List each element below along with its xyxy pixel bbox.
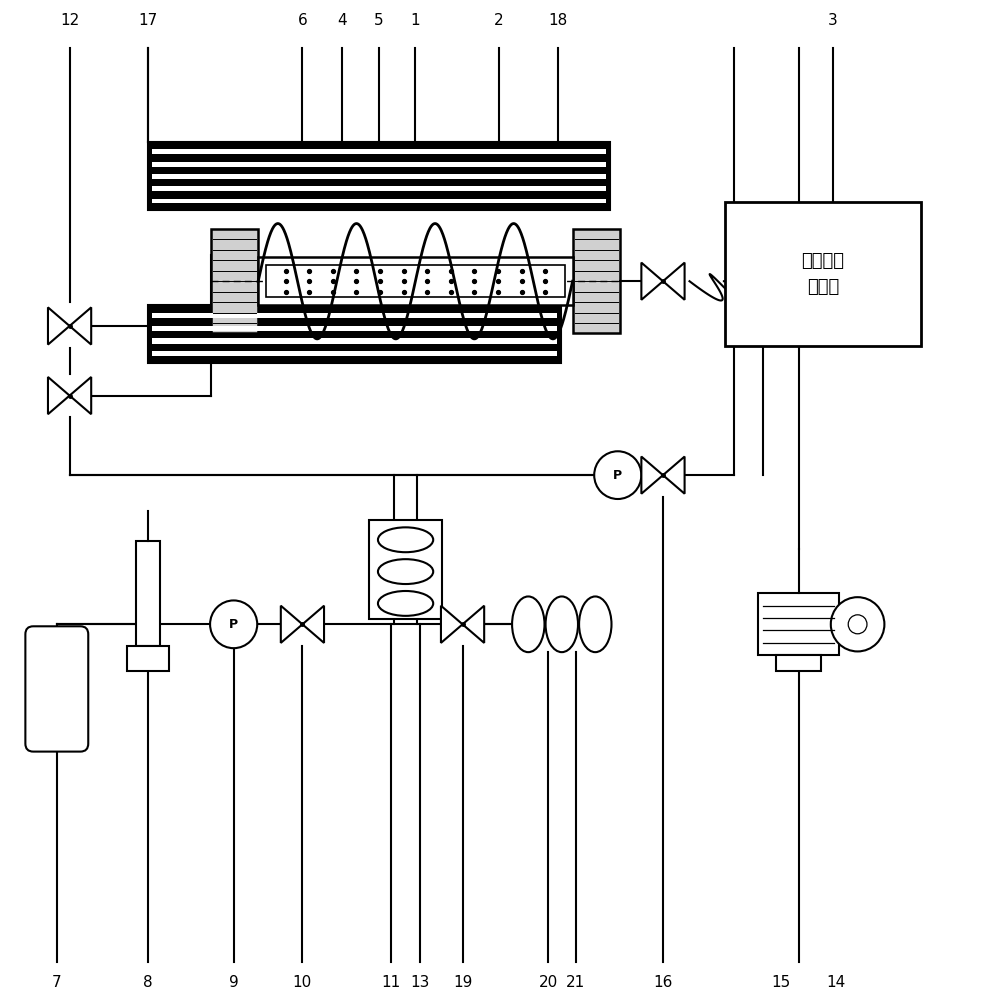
Text: 10: 10	[292, 975, 312, 990]
Ellipse shape	[579, 596, 612, 652]
Text: 20: 20	[538, 975, 557, 990]
Polygon shape	[641, 457, 663, 494]
Bar	[152, 338, 557, 344]
Bar	[152, 162, 606, 167]
Ellipse shape	[512, 596, 544, 652]
Text: 核磁共振
控制台: 核磁共振 控制台	[801, 252, 845, 296]
Bar	[369, 520, 443, 619]
Bar	[777, 655, 821, 671]
Polygon shape	[641, 263, 663, 300]
Text: 1: 1	[411, 13, 420, 28]
Circle shape	[210, 600, 257, 648]
Polygon shape	[302, 606, 324, 643]
Text: 21: 21	[566, 975, 585, 990]
Text: 9: 9	[229, 975, 238, 990]
Bar	[152, 326, 557, 331]
Text: 11: 11	[381, 975, 400, 990]
Text: 17: 17	[138, 13, 158, 28]
Bar	[152, 351, 557, 356]
Text: 4: 4	[337, 13, 347, 28]
Polygon shape	[663, 457, 685, 494]
Polygon shape	[462, 606, 484, 643]
Text: 7: 7	[52, 975, 61, 990]
Text: P: P	[229, 618, 238, 631]
Ellipse shape	[378, 559, 433, 584]
Polygon shape	[48, 307, 69, 345]
Bar	[258, 257, 573, 305]
Polygon shape	[69, 377, 91, 414]
Text: 6: 6	[297, 13, 307, 28]
Text: 2: 2	[494, 13, 504, 28]
Bar	[152, 313, 557, 318]
Circle shape	[594, 451, 641, 499]
Text: 5: 5	[374, 13, 384, 28]
Bar	[211, 229, 258, 333]
Text: 12: 12	[60, 13, 79, 28]
Circle shape	[831, 597, 884, 651]
Bar	[152, 149, 606, 154]
Text: 13: 13	[411, 975, 430, 990]
Bar	[758, 593, 839, 655]
Polygon shape	[69, 307, 91, 345]
Text: 16: 16	[653, 975, 673, 990]
Polygon shape	[281, 606, 302, 643]
Bar	[573, 229, 619, 333]
Bar	[152, 186, 606, 191]
Text: 19: 19	[453, 975, 472, 990]
FancyBboxPatch shape	[26, 626, 88, 752]
Ellipse shape	[545, 596, 578, 652]
Bar	[152, 174, 606, 179]
Text: 14: 14	[826, 975, 846, 990]
Bar	[127, 646, 169, 671]
Bar	[725, 202, 922, 346]
Polygon shape	[441, 606, 462, 643]
Bar	[148, 142, 610, 210]
Bar	[148, 305, 561, 363]
Polygon shape	[663, 263, 685, 300]
Text: P: P	[614, 469, 622, 482]
Text: 15: 15	[772, 975, 790, 990]
Circle shape	[849, 615, 867, 634]
Ellipse shape	[378, 591, 433, 616]
Text: 18: 18	[548, 13, 567, 28]
Text: 8: 8	[143, 975, 153, 990]
Bar	[136, 541, 160, 646]
Ellipse shape	[378, 527, 433, 552]
Polygon shape	[48, 377, 69, 414]
Text: 3: 3	[828, 13, 838, 28]
Bar	[266, 265, 565, 297]
Bar	[152, 199, 606, 203]
